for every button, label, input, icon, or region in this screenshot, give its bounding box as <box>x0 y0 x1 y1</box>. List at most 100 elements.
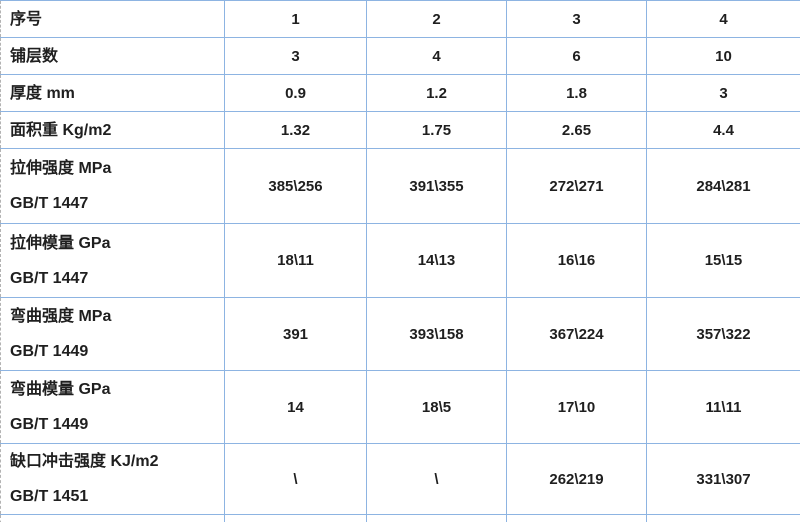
row-label-cell: 拉伸模量 GPa GB/T 1447 <box>0 223 225 298</box>
row-label: 面积重 Kg/m2 <box>10 121 112 139</box>
value-cell-col3: 1.8 <box>506 74 647 112</box>
cell-value: 385\256 <box>268 177 323 195</box>
row-label: 序号 <box>10 10 43 28</box>
cell-value: 6 <box>572 47 581 65</box>
row-standard-ref: GB/T 1449 <box>10 343 89 360</box>
value-cell-col1: 0.9 <box>224 74 367 112</box>
value-cell-col4: 10 <box>646 37 800 75</box>
cell-value: 4 <box>432 47 441 65</box>
row-label-cell <box>0 514 225 522</box>
value-cell-col3: 17\10 <box>506 370 647 444</box>
cell-value: 1.2 <box>426 84 447 102</box>
row-label-cell: 厚度 mm <box>0 74 225 112</box>
cell-value: 11\11 <box>705 398 742 416</box>
cell-value: 4 <box>719 10 728 28</box>
value-cell-col4: 357\322 <box>646 297 800 371</box>
row-label: 厚度 mm <box>10 84 75 102</box>
cell-value: 262\219 <box>549 470 604 488</box>
value-cell-col4: 4 <box>646 0 800 38</box>
table-row: 面积重 Kg/m2 1.32 1.75 2.65 4.4 <box>0 111 800 149</box>
cell-value: 16\16 <box>557 252 596 269</box>
value-cell-col2: 4 <box>366 37 507 75</box>
value-cell-col3: 6 <box>506 37 647 75</box>
cell-value: 10 <box>715 47 732 65</box>
cell-value: 272\271 <box>549 177 604 195</box>
table-row: 弯曲模量 GPa GB/T 1449 14 18\5 17\10 11\11 <box>0 370 800 444</box>
row-label: 弯曲模量 GPa <box>10 381 111 398</box>
row-label-cell: 序号 <box>0 0 225 38</box>
cell-value: 284\281 <box>696 177 751 195</box>
row-label: 弯曲强度 MPa <box>10 308 112 325</box>
table-row: 铺层数 3 4 6 10 <box>0 37 800 75</box>
row-label-cell: 铺层数 <box>0 37 225 75</box>
value-cell-col4: 15\15 <box>646 223 800 298</box>
cell-value: 391\355 <box>409 177 464 195</box>
value-cell-col1: 391 <box>224 297 367 371</box>
value-cell-col1: 1.32 <box>224 111 367 149</box>
cell-value: 14 <box>287 398 304 416</box>
value-cell <box>366 514 507 522</box>
value-cell-col2: 14\13 <box>366 223 507 298</box>
cell-value: 367\224 <box>549 325 604 343</box>
table-row: 弯曲强度 MPa GB/T 1449 391 393\158 367\224 3… <box>0 297 800 371</box>
table-row: 拉伸模量 GPa GB/T 1447 18\11 14\13 16\16 15\… <box>0 223 800 298</box>
cell-value: 331\307 <box>696 470 751 488</box>
cell-value: 1.75 <box>421 121 452 139</box>
value-cell-col1: 1 <box>224 0 367 38</box>
table-row: 拉伸强度 MPa GB/T 1447 385\256 391\355 272\2… <box>0 148 800 224</box>
cell-value: 15\15 <box>704 252 743 269</box>
cell-value: 1.32 <box>280 121 311 139</box>
value-cell-col3: 272\271 <box>506 148 647 224</box>
cell-value: 17\10 <box>557 398 596 416</box>
value-cell-col2: 18\5 <box>366 370 507 444</box>
cell-value: 3 <box>291 47 300 65</box>
row-label-cell: 缺口冲击强度 KJ/m2 GB/T 1451 <box>0 443 225 515</box>
value-cell-col3: 262\219 <box>506 443 647 515</box>
row-label: 缺口冲击强度 KJ/m2 <box>10 453 159 470</box>
value-cell-col4: 3 <box>646 74 800 112</box>
cell-value: 18\11 <box>277 252 314 269</box>
value-cell-col2: 2 <box>366 0 507 38</box>
value-cell-col3: 16\16 <box>506 223 647 298</box>
table-row: 序号 1 2 3 4 <box>0 0 800 38</box>
cell-value: 3 <box>719 84 728 102</box>
cell-value: 3 <box>572 10 581 28</box>
value-cell-col1: 14 <box>224 370 367 444</box>
value-cell-col2: 1.75 <box>366 111 507 149</box>
cell-value: \ <box>434 470 439 488</box>
value-cell-col1: 18\11 <box>224 223 367 298</box>
cell-value: 4.4 <box>713 121 734 139</box>
cell-value: 391 <box>282 325 309 343</box>
value-cell-col4: 11\11 <box>646 370 800 444</box>
value-cell <box>506 514 647 522</box>
value-cell-col2: 393\158 <box>366 297 507 371</box>
value-cell <box>224 514 367 522</box>
value-cell <box>646 514 800 522</box>
row-label-cell: 拉伸强度 MPa GB/T 1447 <box>0 148 225 224</box>
value-cell-col4: 284\281 <box>646 148 800 224</box>
value-cell-col2: 1.2 <box>366 74 507 112</box>
cell-value: 2 <box>432 10 441 28</box>
row-label-cell: 弯曲模量 GPa GB/T 1449 <box>0 370 225 444</box>
row-label: 铺层数 <box>10 47 59 65</box>
table-row: 缺口冲击强度 KJ/m2 GB/T 1451 \ \ 262\219 331\3… <box>0 443 800 515</box>
value-cell-col2: \ <box>366 443 507 515</box>
row-label: 拉伸模量 GPa <box>10 234 111 252</box>
cell-value: 14\13 <box>417 252 456 269</box>
cell-value: 1 <box>291 10 300 28</box>
value-cell-col1: \ <box>224 443 367 515</box>
value-cell-col4: 4.4 <box>646 111 800 149</box>
row-standard-ref: GB/T 1449 <box>10 416 89 433</box>
table-row-partial <box>0 514 800 522</box>
value-cell-col2: 391\355 <box>366 148 507 224</box>
value-cell-col4: 331\307 <box>646 443 800 515</box>
cell-value: 18\5 <box>421 398 452 416</box>
row-standard-ref: GB/T 1447 <box>10 195 89 212</box>
value-cell-col3: 2.65 <box>506 111 647 149</box>
cell-value: 393\158 <box>409 325 464 343</box>
value-cell-col3: 3 <box>506 0 647 38</box>
cell-value: 0.9 <box>285 84 306 102</box>
cell-value: 1.8 <box>566 84 587 102</box>
